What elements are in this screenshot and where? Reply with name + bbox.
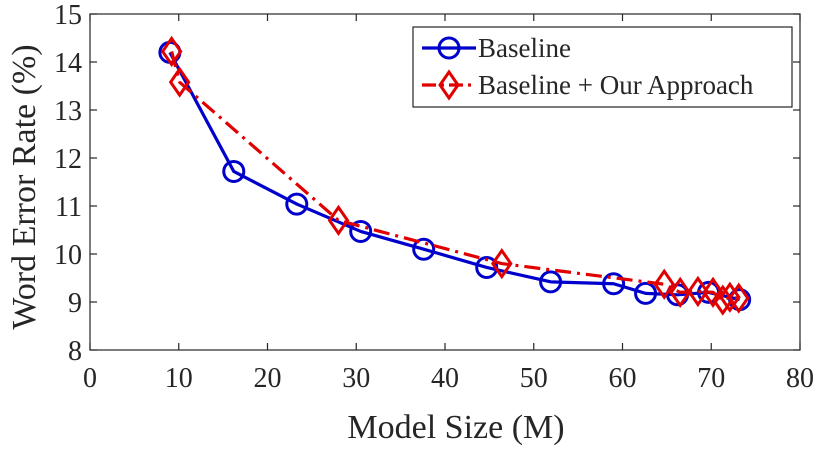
y-axis-label: Word Error Rate (%) [6, 44, 43, 329]
data-point [711, 284, 734, 316]
x-tick-label: 30 [342, 363, 370, 394]
y-tick-label: 9 [68, 288, 82, 319]
x-tick-label: 20 [254, 363, 282, 394]
legend-item: Baseline + Our Approach [422, 69, 754, 101]
data-point [719, 281, 741, 313]
data-point [285, 192, 309, 216]
data-point [602, 272, 626, 296]
data-point [669, 276, 692, 309]
data-point [687, 275, 709, 308]
x-tick-label: 10 [165, 363, 193, 394]
x-tick-label: 50 [520, 363, 548, 394]
y-tick-label: 13 [54, 96, 82, 127]
data-point [727, 282, 750, 314]
x-tick-label: 60 [609, 363, 637, 394]
data-point [702, 276, 724, 309]
series-line [170, 51, 739, 302]
data-point [412, 237, 436, 261]
data-point [160, 35, 183, 68]
legend-swatch-marker [438, 69, 460, 101]
data-point [539, 270, 563, 294]
data-point [168, 66, 191, 98]
legend-item: Baseline [422, 33, 571, 63]
legend-label: Baseline [478, 33, 571, 63]
x-tick-label: 40 [431, 363, 459, 394]
legend: Baseline Baseline + Our Approach [412, 26, 793, 108]
y-tick-label: 14 [54, 48, 82, 79]
y-tick-label: 12 [54, 144, 82, 175]
legend-swatch-marker [437, 36, 461, 60]
data-point [634, 281, 658, 305]
y-tick-label: 8 [68, 336, 82, 367]
series-group [158, 35, 752, 316]
axes: 0 10 20 30 40 50 60 70 80 8 9 10 11 12 13 14 15 [54, 0, 814, 394]
data-point [349, 219, 373, 243]
series-line [168, 51, 741, 302]
x-axis-label: Model Size (M) [347, 409, 564, 446]
data-point [222, 159, 246, 183]
series-1 [160, 35, 750, 316]
y-tick-label: 11 [55, 192, 82, 223]
x-tick-label: 70 [697, 363, 725, 394]
x-tick-label: 80 [786, 363, 814, 394]
x-tick-label: 0 [83, 363, 97, 394]
legend-box [412, 26, 793, 108]
y-tick-label: 10 [54, 240, 82, 271]
legend-label: Baseline + Our Approach [478, 70, 754, 100]
y-tick-label: 15 [54, 0, 82, 31]
data-point [490, 247, 513, 280]
data-point [653, 268, 676, 300]
data-point [327, 204, 350, 237]
